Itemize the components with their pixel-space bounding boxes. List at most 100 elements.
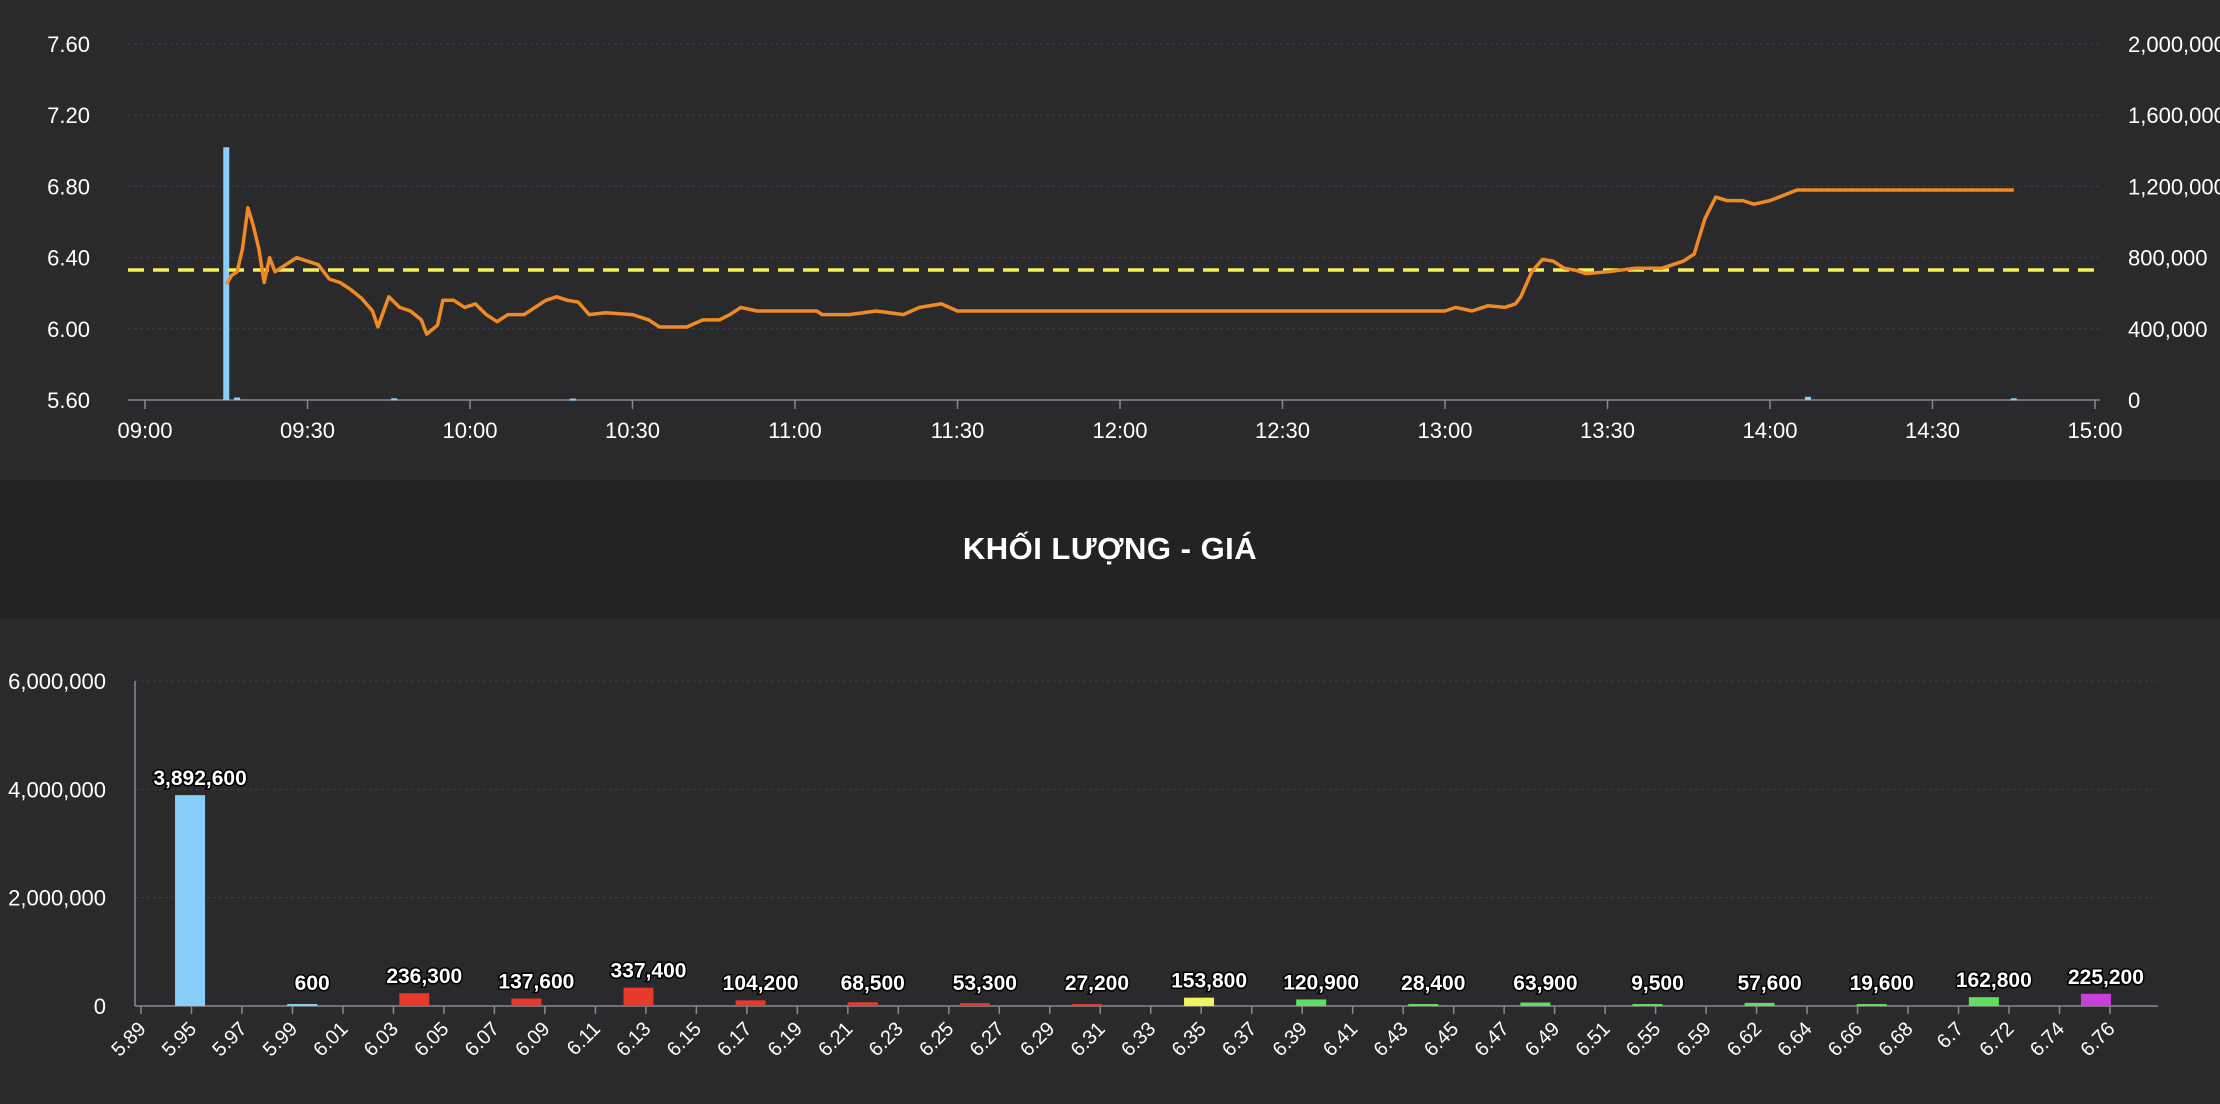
x-tick-label: 6.23 — [865, 1018, 908, 1061]
bar-data-label: 27,200 — [1065, 972, 1129, 995]
x-tick-label: 6.25 — [915, 1018, 958, 1061]
volume-bar — [2010, 398, 2017, 401]
x-tick-label: 6.03 — [360, 1018, 403, 1061]
bar-data-label: 53,300 — [953, 972, 1017, 995]
volume-price-bar — [847, 1002, 878, 1006]
x-tick-label: 09:00 — [117, 418, 172, 443]
bar-data-label: 120,900 — [1283, 971, 1359, 994]
y-tick-label: 6,000,000 — [8, 669, 106, 694]
x-tick-label: 14:00 — [1742, 418, 1797, 443]
bar-data-label: 3,892,600 — [153, 767, 246, 790]
x-tick-label: 6.66 — [1824, 1018, 1867, 1061]
y-left-tick-label: 6.00 — [47, 317, 90, 342]
x-tick-label: 6.64 — [1774, 1018, 1817, 1061]
x-tick-label: 5.89 — [107, 1018, 150, 1061]
intraday-price-chart-svg: 5.60 6.00 6.40 6.80 7.20 7.60 0 400,000 800,000 1… — [47, 32, 2220, 443]
x-tick-label: 6.49 — [1521, 1018, 1564, 1061]
x-tick-label: 6.09 — [511, 1018, 554, 1061]
bar-data-label: 19,600 — [1850, 972, 1914, 995]
x-tick-label: 6.7 — [1933, 1018, 1968, 1053]
price-line — [224, 188, 2014, 336]
volume-price-bar — [1520, 1002, 1551, 1006]
volume-price-bar — [2080, 993, 2111, 1006]
x-tick-label: 14:30 — [1905, 418, 1960, 443]
x-tick-label: 13:00 — [1417, 418, 1472, 443]
x-tick-label: 6.15 — [663, 1018, 706, 1061]
x-tick-label: 6.07 — [461, 1018, 504, 1061]
volume-price-bar — [1071, 1004, 1102, 1006]
x-tick-label: 10:00 — [442, 418, 497, 443]
volume-price-bar — [735, 1000, 766, 1006]
x-tick-label: 6.51 — [1572, 1018, 1615, 1061]
volume-price-bar — [1856, 1004, 1887, 1006]
x-tick-label: 5.97 — [208, 1018, 251, 1061]
volume-price-bar — [287, 1004, 318, 1006]
y-left-tick-label: 6.40 — [47, 246, 90, 271]
x-tick-label: 10:30 — [605, 418, 660, 443]
y-right-tick-label: 400,000 — [2128, 317, 2208, 342]
x-tick-label: 12:00 — [1092, 418, 1147, 443]
bar-data-label: 104,200 — [723, 972, 799, 995]
bar-data-label: 9,500 — [1631, 972, 1684, 995]
x-tick-label: 6.62 — [1723, 1018, 1766, 1061]
x-tick-label: 6.13 — [612, 1018, 655, 1061]
y-tick-label: 2,000,000 — [8, 886, 106, 911]
volume-bar — [1804, 396, 1811, 400]
x-tick-label: 6.45 — [1420, 1018, 1463, 1061]
bar-data-label: 225,200 — [2068, 966, 2144, 989]
volume-bar — [569, 398, 576, 401]
bar-data-label: 153,800 — [1171, 970, 1247, 993]
x-tick-label: 6.19 — [764, 1018, 807, 1061]
y-right-tick-label: 1,600,000 — [2128, 103, 2220, 128]
bar-data-label: 28,400 — [1401, 972, 1465, 995]
x-tick-label: 13:30 — [1580, 418, 1635, 443]
y-right-tick-label: 1,200,000 — [2128, 174, 2220, 199]
y-left-tick-label: 6.80 — [47, 174, 90, 199]
x-tick-label: 6.11 — [563, 1018, 605, 1060]
volume-price-bar — [959, 1003, 990, 1006]
x-tick-label: 6.39 — [1269, 1018, 1312, 1061]
x-tick-label: 5.99 — [259, 1018, 302, 1061]
x-tick-label: 12:30 — [1255, 418, 1310, 443]
x-tick-label: 11:00 — [768, 418, 821, 443]
x-tick-label: 6.05 — [410, 1018, 453, 1061]
bar-data-label: 57,600 — [1737, 972, 1801, 995]
volume-price-bar — [623, 987, 654, 1006]
x-tick-label: 6.47 — [1471, 1018, 1514, 1061]
bar-data-label: 337,400 — [611, 960, 687, 983]
x-tick-label: 6.74 — [2026, 1018, 2069, 1061]
volume-price-bar — [1968, 997, 1999, 1006]
bar-data-label: 68,500 — [841, 972, 905, 995]
x-tick-label: 6.29 — [1016, 1018, 1059, 1061]
x-tick-label: 6.72 — [1975, 1018, 2018, 1061]
y-left-tick-label: 7.20 — [47, 103, 90, 128]
x-tick-label: 6.01 — [309, 1018, 352, 1061]
y-right-tick-label: 800,000 — [2128, 246, 2208, 271]
volume-bar — [391, 398, 398, 401]
x-tick-label: 6.33 — [1117, 1018, 1160, 1061]
y-right-tick-label: 0 — [2128, 388, 2140, 413]
volume-bar — [223, 147, 230, 400]
x-tick-label: 6.43 — [1370, 1018, 1413, 1061]
x-tick-label: 6.35 — [1168, 1018, 1211, 1061]
x-tick-label: 09:30 — [280, 418, 335, 443]
volume-price-bar — [1632, 1004, 1663, 1006]
intraday-price-chart: 5.60 6.00 6.40 6.80 7.20 7.60 0 400,000 800,000 1… — [0, 0, 2220, 480]
volume-price-bar — [1744, 1002, 1775, 1006]
x-tick-label: 6.21 — [814, 1018, 857, 1061]
bar-data-label: 137,600 — [498, 971, 574, 994]
x-tick-label: 6.68 — [1874, 1018, 1917, 1061]
volume-price-bar — [399, 993, 430, 1006]
y-left-tick-label: 7.60 — [47, 32, 90, 57]
bar-data-label: 600 — [295, 972, 330, 995]
x-tick-label: 6.59 — [1673, 1018, 1716, 1061]
y-right-tick-label: 2,000,000 — [2128, 32, 2220, 57]
section-title: KHỐI LƯỢNG - GIÁ — [962, 531, 1258, 566]
bar-data-label: 63,900 — [1513, 972, 1577, 995]
x-tick-label: 6.55 — [1622, 1018, 1665, 1061]
x-tick-label: 6.41 — [1319, 1018, 1362, 1061]
volume-bar — [234, 397, 241, 400]
volume-price-bar — [1296, 999, 1327, 1006]
volume-by-price-chart: 0 2,000,000 4,000,000 6,000,000 5.89 5.95 5.97… — [0, 618, 2220, 1104]
volume-price-section-header: KHỐI LƯỢNG - GIÁ — [0, 480, 2220, 618]
